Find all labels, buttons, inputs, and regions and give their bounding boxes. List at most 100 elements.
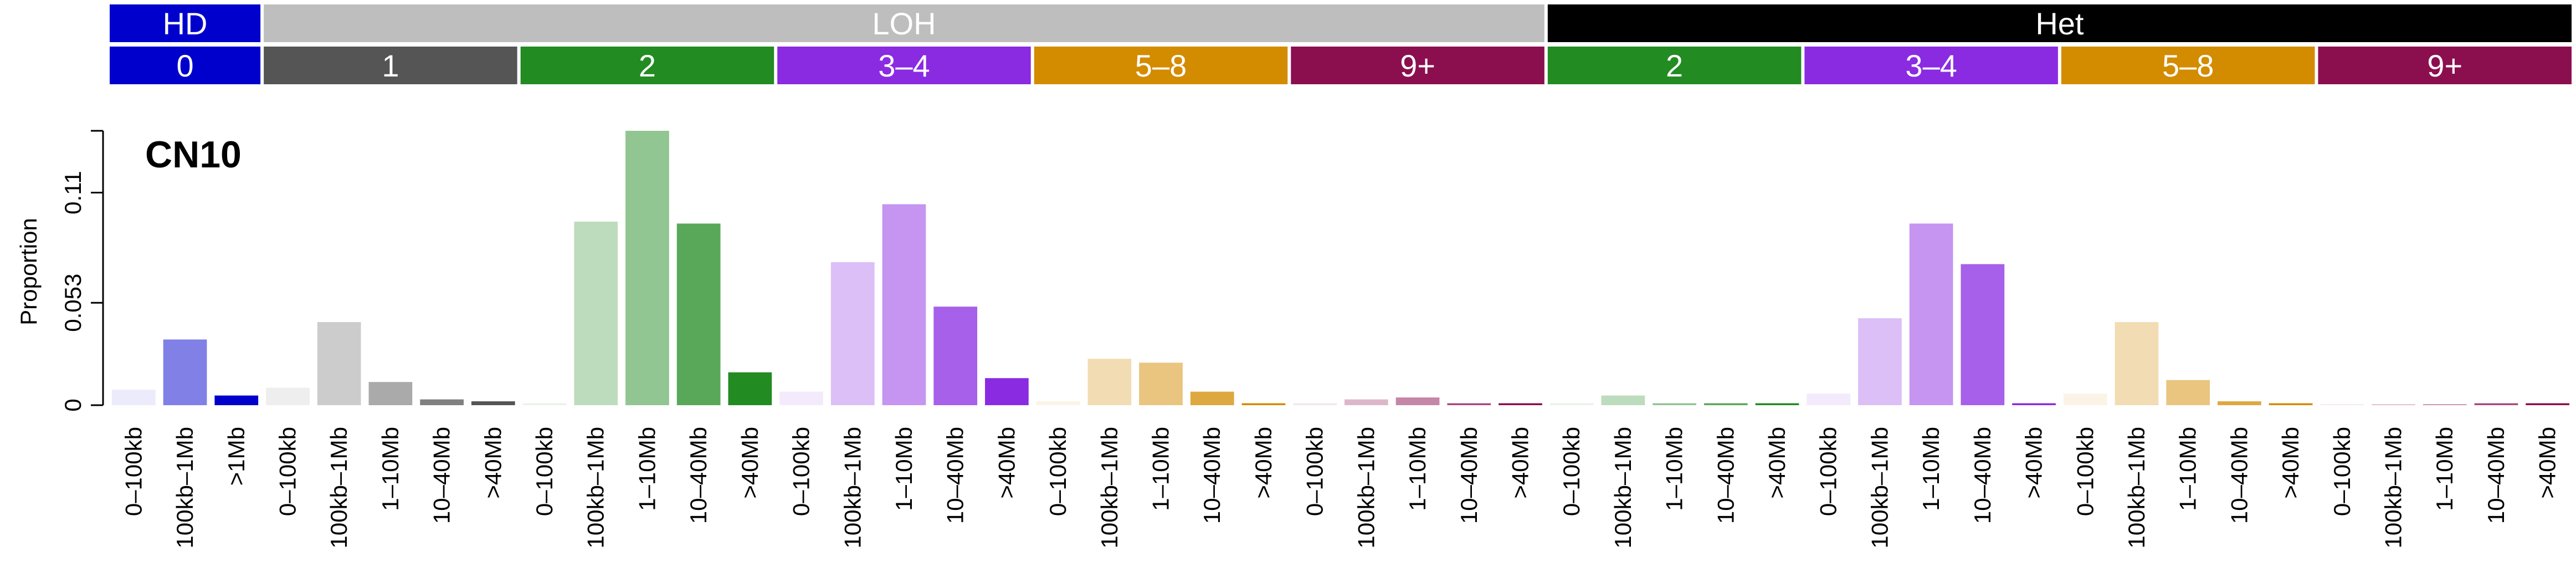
x-tick-label: 0–100kb xyxy=(1302,427,1328,516)
bar xyxy=(2218,401,2261,405)
bar xyxy=(985,378,1029,405)
bar xyxy=(266,387,310,405)
x-tick-label: 1–10Mb xyxy=(891,427,917,511)
bar xyxy=(1549,403,1594,405)
bar xyxy=(2012,403,2056,405)
x-tick-label: 0–100kb xyxy=(1558,427,1584,516)
x-tick-label: 100kb–1Mb xyxy=(1866,427,1892,549)
x-tick-label: >40Mb xyxy=(1764,427,1790,499)
bar xyxy=(163,339,207,405)
bar xyxy=(625,131,669,405)
bar xyxy=(1087,359,1132,405)
bar xyxy=(2320,404,2364,405)
copy-number-band-label: 2 xyxy=(639,48,656,83)
x-tick-label: 1–10Mb xyxy=(377,427,403,511)
x-tick-label: 100kb–1Mb xyxy=(2380,427,2406,549)
x-tick-label: >1Mb xyxy=(223,427,249,486)
zygosity-band xyxy=(110,4,261,42)
bar-series xyxy=(112,131,2569,405)
bar xyxy=(1601,395,1645,405)
copy-number-band-label: 1 xyxy=(382,48,399,83)
bar xyxy=(522,403,567,405)
bar xyxy=(728,372,772,405)
x-tick-label: 10–40Mb xyxy=(429,427,455,524)
bar xyxy=(2063,394,2107,405)
bar xyxy=(1653,403,1696,405)
copy-number-band-label: 5–8 xyxy=(1135,48,1187,83)
x-tick-label: >40Mb xyxy=(2021,427,2047,499)
x-tick-label: >40Mb xyxy=(2277,427,2303,499)
copy-number-band xyxy=(777,47,1031,84)
bar xyxy=(933,307,978,405)
copy-number-band-label: 9+ xyxy=(1400,48,1435,83)
copy-number-band xyxy=(2061,47,2315,84)
copy-number-band-label: 0 xyxy=(176,48,193,83)
x-tick-label: 100kb–1Mb xyxy=(1353,427,1379,549)
copy-number-band xyxy=(110,47,261,84)
bar xyxy=(2166,380,2210,405)
bar xyxy=(2474,403,2518,405)
x-tick-label: 10–40Mb xyxy=(942,427,968,524)
copy-number-band xyxy=(264,47,517,84)
bar xyxy=(882,204,926,405)
bar xyxy=(471,401,515,405)
x-tick-label: 100kb–1Mb xyxy=(1096,427,1122,549)
bar xyxy=(1499,403,1542,405)
y-tick-label: 0.053 xyxy=(60,274,86,332)
x-tick-label: 1–10Mb xyxy=(1661,427,1687,511)
x-tick-label: 1–10Mb xyxy=(1404,427,1430,511)
copy-number-band xyxy=(520,47,774,84)
bar xyxy=(574,221,618,405)
copy-number-band xyxy=(1804,47,2058,84)
bar xyxy=(1293,403,1337,405)
bar xyxy=(1755,403,1799,405)
bar xyxy=(1036,401,1080,405)
zygosity-band-label: HD xyxy=(163,6,208,41)
x-axis-tick-labels: 0–100kb 100kb–1Mb >1Mb 0–100kb 100kb–1Mb 1–10… xyxy=(120,427,2560,549)
copy-number-band xyxy=(1034,47,1288,84)
bar xyxy=(1961,264,2005,405)
bar xyxy=(2526,403,2569,405)
zygosity-band-row: HD LOH Het xyxy=(110,4,2572,42)
bar xyxy=(368,382,413,405)
x-tick-label: 0–100kb xyxy=(274,427,300,516)
bar xyxy=(1858,318,1902,405)
x-tick-label: 10–40Mb xyxy=(1712,427,1738,524)
x-tick-label: 0–100kb xyxy=(120,427,146,516)
x-tick-label: 100kb–1Mb xyxy=(326,427,352,549)
copy-number-band-label: 2 xyxy=(1666,48,1683,83)
bar xyxy=(1139,363,1183,405)
bar xyxy=(1909,223,1953,405)
bar xyxy=(1190,391,1234,405)
x-tick-label: >40Mb xyxy=(2534,427,2560,499)
x-tick-label: >40Mb xyxy=(480,427,506,499)
copy-number-band xyxy=(1291,47,1544,84)
copy-number-band-label: 9+ xyxy=(2427,48,2462,83)
x-tick-label: 100kb–1Mb xyxy=(583,427,609,549)
bar xyxy=(1703,403,1748,405)
zygosity-band-label: LOH xyxy=(872,6,936,41)
chart-title: CN10 xyxy=(145,134,242,176)
bar xyxy=(1345,399,1388,405)
x-tick-label: 1–10Mb xyxy=(2175,427,2201,511)
bar xyxy=(2372,404,2415,405)
x-tick-label: 10–40Mb xyxy=(2483,427,2509,524)
zygosity-band xyxy=(1547,4,2572,42)
x-tick-label: 0–100kb xyxy=(2072,427,2098,516)
bar xyxy=(317,322,361,405)
zygosity-band-label: Het xyxy=(2035,6,2084,41)
copy-number-band-label: 3–4 xyxy=(878,48,930,83)
x-tick-label: >40Mb xyxy=(1250,427,1276,499)
bar xyxy=(2115,322,2159,405)
x-tick-label: 10–40Mb xyxy=(2226,427,2252,524)
x-tick-label: 0–100kb xyxy=(1815,427,1841,516)
copy-number-band xyxy=(2318,47,2572,84)
bar xyxy=(214,395,259,405)
x-tick-label: 1–10Mb xyxy=(2431,427,2457,511)
x-tick-label: 0–100kb xyxy=(531,427,557,516)
bar xyxy=(112,390,156,405)
x-tick-label: 100kb–1Mb xyxy=(1610,427,1636,549)
x-tick-label: 10–40Mb xyxy=(1199,427,1225,524)
zygosity-band xyxy=(264,4,1544,42)
